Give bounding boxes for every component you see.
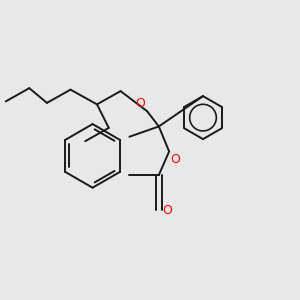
Text: O: O (162, 204, 172, 217)
Text: O: O (171, 153, 181, 166)
Text: O: O (136, 97, 146, 110)
